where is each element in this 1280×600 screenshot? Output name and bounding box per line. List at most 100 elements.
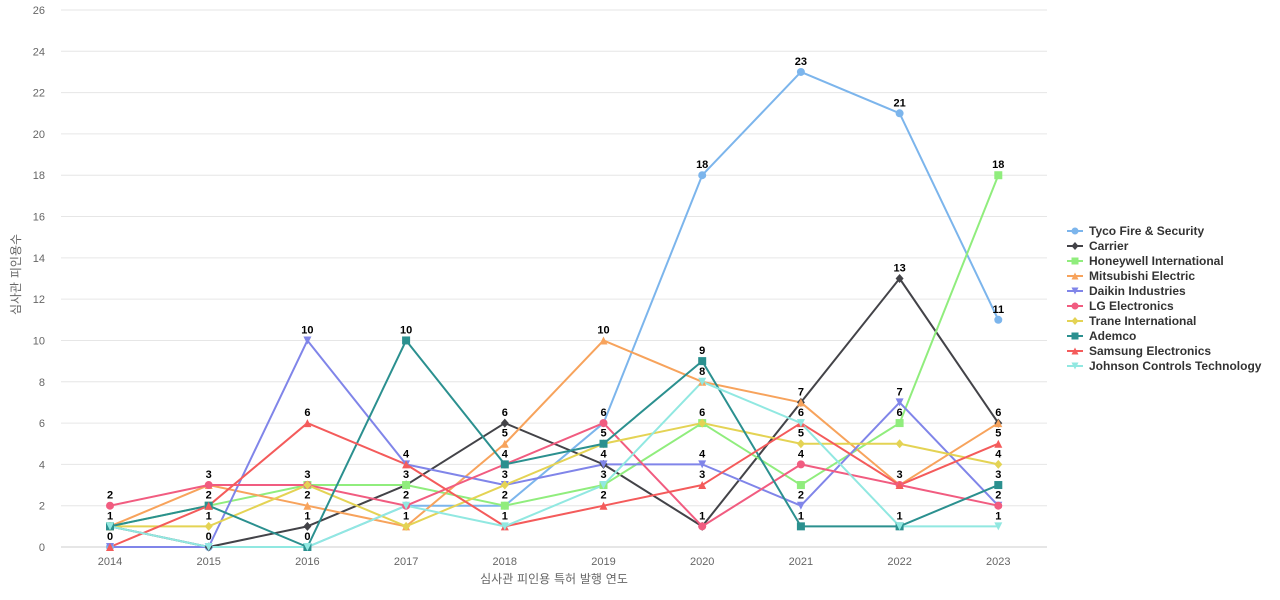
data-label: 9 [699, 345, 705, 357]
legend-symbol [1071, 272, 1079, 280]
data-point-johnson-controls-technology [698, 377, 707, 386]
y-tick-label: 6 [39, 418, 45, 430]
data-point-tyco-fire-security [796, 67, 805, 76]
data-point-carrier [303, 521, 312, 531]
data-point-trane-international [698, 418, 707, 428]
data-label: 4 [403, 448, 410, 460]
data-label: 6 [304, 407, 310, 419]
data-point-mitsubishi-electric [796, 398, 805, 407]
legend-symbol [1071, 287, 1079, 295]
x-tick-label: 2022 [887, 556, 911, 568]
y-tick-label: 2 [39, 501, 45, 513]
data-label: 21 [893, 97, 905, 109]
data-point-honeywell-international [402, 481, 411, 490]
data-label: 0 [304, 531, 310, 543]
legend-item-mitsubishi-electric[interactable]: Mitsubishi Electric [1067, 269, 1195, 283]
x-tick-label: 2017 [394, 556, 418, 568]
x-tick-label: 2019 [591, 556, 615, 568]
legend-item-carrier[interactable]: Carrier [1067, 239, 1129, 253]
data-point-johnson-controls-technology [402, 501, 411, 510]
data-label: 1 [107, 510, 113, 522]
data-label: 6 [502, 407, 508, 419]
x-tick-label: 2016 [295, 556, 319, 568]
legend-symbol [1071, 362, 1079, 370]
data-label: 1 [206, 510, 212, 522]
legend-label: Carrier [1089, 239, 1129, 253]
y-tick-label: 18 [33, 170, 45, 182]
legend-item-ademco[interactable]: Ademco [1067, 329, 1136, 343]
data-point-ademco [599, 439, 608, 448]
legend-symbol [1071, 302, 1079, 310]
data-label: 2 [107, 490, 113, 502]
x-tick-label: 2015 [196, 556, 220, 568]
data-point-mitsubishi-electric [599, 336, 608, 345]
x-axis-ticks: 2014 2015 2016 2017 2018 2019 2020 2021 2022 2023 [98, 556, 1011, 568]
data-label: 1 [699, 510, 705, 522]
data-point-samsung-electronics [599, 501, 608, 510]
legend-symbol [1071, 227, 1079, 235]
data-point-ademco [698, 357, 707, 366]
legend-item-lg-electronics[interactable]: LG Electronics [1067, 299, 1174, 313]
x-tick-label: 2021 [789, 556, 813, 568]
data-point-mitsubishi-electric [994, 419, 1003, 428]
legend-item-johnson-controls-technology[interactable]: Johnson Controls Technology [1067, 359, 1262, 373]
x-tick-label: 2020 [690, 556, 714, 568]
data-point-ademco [994, 481, 1003, 490]
legend-label: Daikin Industries [1089, 284, 1186, 298]
data-label: 8 [699, 366, 705, 378]
data-point-trane-international [500, 480, 509, 490]
data-label: 6 [995, 407, 1001, 419]
data-point-samsung-electronics [402, 460, 411, 469]
data-label: 1 [304, 510, 310, 522]
legend-item-honeywell-international[interactable]: Honeywell International [1067, 254, 1224, 268]
x-tick-label: 2014 [98, 556, 122, 568]
legend-item-daikin-industries[interactable]: Daikin Industries [1067, 284, 1186, 298]
data-label: 3 [699, 469, 705, 481]
data-label: 3 [897, 469, 903, 481]
legend-item-trane-international[interactable]: Trane International [1067, 314, 1196, 328]
data-point-lg-electronics [204, 481, 213, 490]
data-label: 1 [798, 510, 804, 522]
legend-item-tyco-fire-security[interactable]: Tyco Fire & Security [1067, 224, 1204, 238]
y-tick-label: 14 [33, 253, 45, 265]
data-point-mitsubishi-electric [500, 439, 509, 448]
y-tick-label: 22 [33, 88, 45, 100]
y-tick-label: 8 [39, 377, 45, 389]
data-label: 3 [206, 469, 212, 481]
y-tick-label: 20 [33, 129, 45, 141]
data-label: 18 [696, 159, 708, 171]
data-point-samsung-electronics [994, 439, 1003, 448]
x-tick-label: 2023 [986, 556, 1010, 568]
data-label: 3 [502, 469, 508, 481]
data-label: 2 [403, 490, 409, 502]
legend-item-samsung-electronics[interactable]: Samsung Electronics [1067, 344, 1211, 358]
data-point-tyco-fire-security [994, 315, 1003, 324]
data-label: 1 [897, 510, 903, 522]
grid-lines [61, 9, 1047, 507]
data-label: 10 [597, 324, 609, 336]
data-label: 4 [502, 448, 509, 460]
data-point-samsung-electronics [303, 419, 312, 428]
data-point-daikin-industries [599, 460, 608, 469]
data-point-lg-electronics [796, 460, 805, 469]
data-point-tyco-fire-security [895, 109, 904, 118]
data-point-lg-electronics [698, 522, 707, 531]
data-label: 3 [600, 469, 606, 481]
data-point-johnson-controls-technology [106, 522, 114, 531]
legend-label: Trane International [1089, 314, 1196, 328]
data-point-lg-electronics [599, 419, 608, 428]
data-point-trane-international [895, 439, 904, 449]
data-point-honeywell-international [895, 419, 904, 428]
data-label: 2 [206, 490, 212, 502]
data-label: 11 [992, 304, 1004, 316]
data-label: 3 [304, 469, 310, 481]
series-line-trane-international [110, 422, 999, 528]
y-tick-label: 12 [33, 294, 45, 306]
data-label: 10 [400, 324, 412, 336]
y-tick-label: 4 [39, 459, 45, 471]
data-label: 5 [798, 428, 804, 440]
legend-symbol [1071, 347, 1079, 355]
